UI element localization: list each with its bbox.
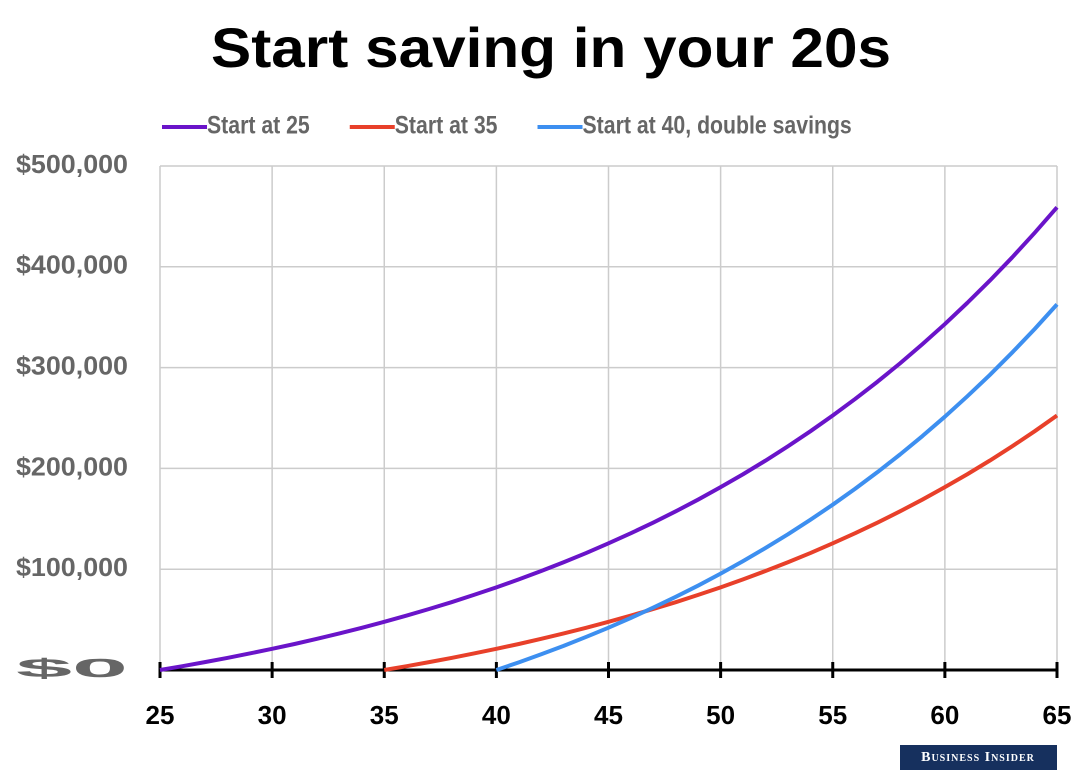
- x-tick-label: 55: [818, 700, 847, 730]
- y-tick-label: $100,000: [16, 552, 128, 582]
- x-tick-label: 50: [706, 700, 735, 730]
- legend-label: Start at 35: [395, 112, 498, 140]
- x-tick-label: 35: [370, 700, 399, 730]
- x-tick-label: 30: [258, 700, 287, 730]
- y-tick-label: $300,000: [16, 350, 128, 380]
- series-line: [383, 413, 1059, 672]
- y-tick-label: $500,000: [16, 149, 128, 179]
- legend-label: Start at 25: [207, 112, 310, 140]
- series-line: [495, 303, 1059, 672]
- x-tick-label: 45: [594, 700, 623, 730]
- series-line: [159, 206, 1059, 672]
- x-tick-label: 25: [146, 700, 175, 730]
- x-tick-label: 60: [930, 700, 959, 730]
- source: Business Insider: [921, 750, 1035, 765]
- y-tick-label: $400,000: [16, 250, 128, 280]
- source-logo: [900, 745, 1057, 770]
- chart-title: Start saving in your 20s: [211, 16, 891, 79]
- x-tick-label: 65: [1043, 700, 1072, 730]
- y-tick-label: $0: [16, 653, 128, 683]
- legend-label: Start at 40, double savings: [583, 112, 852, 140]
- x-tick-label: 40: [482, 700, 511, 730]
- y-tick-label: $200,000: [16, 451, 128, 481]
